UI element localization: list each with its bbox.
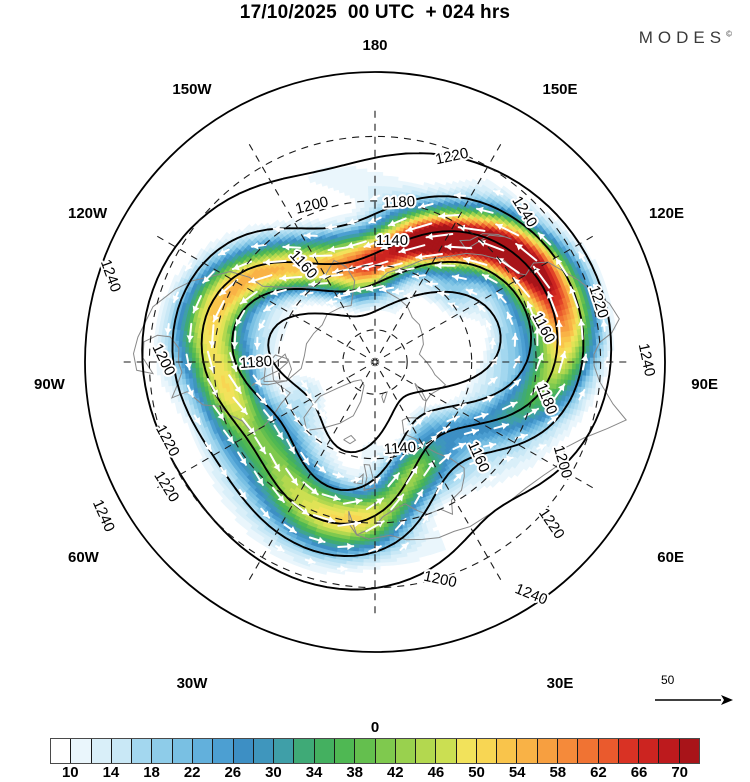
longitude-label: 120W <box>68 205 108 222</box>
colorbar-cell <box>274 739 295 763</box>
contour-label: 1180 <box>382 193 415 212</box>
contour-label: 1180 <box>239 353 272 372</box>
colorbar-cell <box>334 739 356 763</box>
contour-label: 1220 <box>434 145 470 169</box>
contour-label: 1180 <box>239 353 272 372</box>
colorbar-cell <box>517 739 538 763</box>
contour-label: 1240 <box>635 342 659 378</box>
colorbar-tick: 62 <box>590 764 607 781</box>
page-title: 17/10/2025 00 UTC + 024 hrs <box>239 2 511 23</box>
longitude-label: 120E <box>648 205 684 222</box>
colorbar-cell <box>578 739 599 763</box>
colorbar-tick-labels: 10 14 18 22 26 30 34 38 42 46 50 54 58 62 66 70 <box>0 764 750 782</box>
colorbar-tick: 34 <box>305 764 323 781</box>
contour-label: 1140 <box>376 232 408 249</box>
longitude-label: 30W <box>176 675 208 692</box>
colorbar-tick: 30 <box>265 764 282 781</box>
colorbar-cell <box>395 739 417 763</box>
colorbar-cell <box>436 739 457 763</box>
contour-label: 1200 <box>422 568 458 592</box>
colorbar-tick: 14 <box>102 764 120 781</box>
longitude-label: 150E <box>542 81 578 98</box>
colorbar-tick: 50 <box>468 764 485 781</box>
colorbar-cell <box>233 739 254 763</box>
colorbar-cell <box>659 739 680 763</box>
colorbar-cell <box>71 739 92 763</box>
colorbar-cell <box>152 739 173 763</box>
longitude-label: 0 <box>370 719 380 736</box>
colorbar-tick: 38 <box>346 764 364 781</box>
reference-vector-arrow-icon <box>655 695 733 705</box>
longitude-label: 90E <box>691 376 718 393</box>
colorbar-tick: 10 <box>61 764 79 781</box>
colorbar-cell <box>598 739 619 763</box>
colorbar-cell <box>213 739 234 763</box>
colorbar-cell <box>679 739 699 763</box>
colorbar-cell <box>132 739 153 763</box>
colorbar-tick: 70 <box>671 764 689 781</box>
colorbar-tick: 42 <box>386 764 404 781</box>
longitude-label: 60W <box>68 549 99 566</box>
longitude-label: 60E <box>657 549 684 566</box>
modes-logo: MODES© <box>639 28 732 48</box>
colorbar-cell <box>355 739 376 763</box>
colorbar-cell <box>314 739 335 763</box>
polar-map[interactable]: 1220 1220 1200 1200 1180 1180 1240 1240 1140 1140… <box>75 62 675 662</box>
reference-vector: 50 <box>655 673 735 710</box>
colorbar-tick: 46 <box>427 764 445 781</box>
colorbar-cell <box>111 739 133 763</box>
colorbar-tick: 66 <box>630 764 648 781</box>
colorbar-cell <box>172 739 193 763</box>
reference-vector-label: 50 <box>661 673 675 687</box>
colorbar-cell <box>294 739 315 763</box>
colorbar-cell <box>497 739 518 763</box>
colorbar-tick: 26 <box>224 764 242 781</box>
longitude-label: 180 <box>362 37 388 54</box>
colorbar-cell <box>91 739 112 763</box>
colorbar-cell <box>253 739 275 763</box>
contour-label: 1140 <box>383 439 416 458</box>
colorbar-cell <box>618 739 640 763</box>
colorbar[interactable] <box>50 738 700 764</box>
colorbar-cell <box>537 739 559 763</box>
colorbar-cell <box>375 739 396 763</box>
colorbar-cell <box>192 739 214 763</box>
longitude-label: 150W <box>172 81 212 98</box>
colorbar-cell <box>456 739 477 763</box>
colorbar-tick: 54 <box>508 764 526 781</box>
contour-label: 1140 <box>383 439 416 458</box>
colorbar-tick: 22 <box>183 764 201 781</box>
contour-label: 1240 <box>89 497 118 534</box>
contour-label: 1140 <box>376 232 408 249</box>
longitude-label: 90W <box>34 376 65 393</box>
colorbar-tick: 58 <box>549 764 567 781</box>
contour-label: 1180 <box>382 193 415 212</box>
colorbar-cell <box>639 739 660 763</box>
colorbar-cell <box>558 739 579 763</box>
copyright-icon: © <box>726 29 732 39</box>
colorbar-cell <box>51 739 72 763</box>
longitude-label: 30E <box>546 675 574 692</box>
colorbar-cell <box>476 739 498 763</box>
colorbar-tick: 18 <box>143 764 160 781</box>
modes-logo-text: MODES <box>638 28 727 47</box>
colorbar-cell <box>416 739 437 763</box>
